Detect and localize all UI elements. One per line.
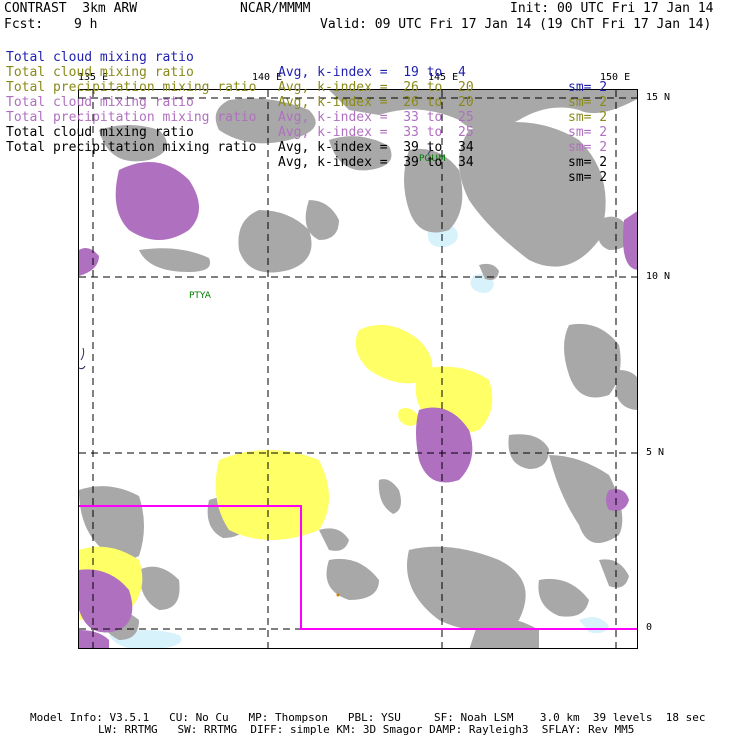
legend-avg: Avg, k-index = 33 to 25 [278, 110, 474, 125]
lon-label: 150 E [600, 72, 631, 83]
legend-avg: Avg, k-index = 26 to 20 [278, 95, 474, 110]
cloud-patch [606, 489, 629, 511]
legend-sm: sm= 2 [568, 140, 608, 155]
legend-avg: Avg, k-index = 39 to 34 [278, 140, 474, 155]
legend-row: Total precipitation mixing ratio Avg, k-… [6, 125, 607, 200]
fcst-value: 9 h [74, 17, 98, 32]
legend-field: Total precipitation mixing ratio [6, 80, 257, 95]
cloud-patch [79, 486, 144, 560]
cloud-patch [329, 136, 392, 171]
legend-sm: sm= 2 [568, 170, 608, 185]
station-label: PGUM [419, 154, 446, 164]
lon-label: 140 E [252, 72, 283, 83]
legend-sm: sm= 2 [568, 155, 608, 170]
nested-domain-box [79, 505, 637, 630]
cloud-patch [549, 455, 623, 543]
legend-row: Total precipitation mixing ratio Avg, k-… [6, 65, 607, 140]
legend: Total cloud mixing ratio Avg, k-index = … [0, 35, 740, 185]
legend-field: Total precipitation mixing ratio [6, 110, 257, 125]
legend-sm: sm= 2 [568, 80, 608, 95]
legend-sm: sm= 2 [568, 95, 608, 110]
precip-patch [215, 450, 329, 540]
cloud-patch [238, 210, 312, 273]
legend-field: Total cloud mixing ratio [6, 50, 194, 65]
fcst-label: Fcst: [4, 17, 44, 32]
cloud-patch [79, 630, 109, 648]
cloud-patch [215, 98, 316, 144]
legend-row: Total cloud mixing ratio Avg, k-index = … [6, 80, 607, 155]
cloud-patch [538, 578, 589, 617]
legend-row: Total precipitation mixing ratio Avg, k-… [6, 95, 607, 170]
legend-field: Total cloud mixing ratio [6, 65, 194, 80]
lon-label: 135 E [78, 72, 109, 83]
cloud-patch [597, 216, 630, 250]
legend-avg: Avg, k-index = 19 to 4 [278, 65, 466, 80]
cloud-patch [319, 528, 349, 551]
lat-label: 5 N [646, 447, 665, 458]
init-time: Init: 00 UTC Fri 17 Jan 14 [510, 1, 714, 16]
legend-sm: sm= 2 [568, 110, 608, 125]
purple-cloud-layer [79, 162, 637, 648]
legend-row: Total cloud mixing ratio Avg, k-index = … [6, 35, 607, 110]
cloud-patch [479, 263, 499, 280]
legend-avg: Avg, k-index = 26 to 20 [278, 80, 474, 95]
legend-avg: Avg, k-index = 39 to 34 [278, 155, 474, 170]
cloud-patch [139, 248, 211, 272]
cloud-patch [469, 617, 539, 648]
cloud-patch [378, 479, 401, 514]
legend-sm: sm= 2 [568, 125, 608, 140]
legend-row: Total cloud mixing ratio Avg, k-index = … [6, 110, 607, 185]
lon-label: 145 E [428, 72, 459, 83]
map-canvas [79, 90, 637, 648]
cloud-patch [416, 407, 473, 483]
model-info-line2: LW: RRTMG SW: RRTMG DIFF: simple KM: 3D … [98, 723, 635, 736]
cloud-patch [79, 569, 133, 633]
coastline-icon [427, 145, 432, 155]
valid-time: Valid: 09 UTC Fri 17 Jan 14 (19 ChT Fri … [320, 17, 712, 32]
gray-cloud-layer [79, 90, 637, 648]
cloud-patch [139, 566, 180, 610]
cloud-patch [615, 370, 637, 410]
lat-label: 0 [646, 622, 653, 633]
cloud-patch [407, 546, 526, 630]
coastline-icon [79, 347, 86, 370]
map-panel: PGUM PTYA [78, 89, 638, 649]
product-title: CONTRAST 3km ARW [4, 1, 138, 16]
precip-patch [355, 324, 433, 384]
cloud-patch [459, 122, 606, 267]
cloud-patch [79, 248, 99, 276]
center-name: NCAR/MMMM [240, 1, 311, 16]
cloud-patch [404, 148, 463, 233]
legend-field: Total cloud mixing ratio [6, 125, 194, 140]
cloud-patch [564, 323, 621, 398]
legend-row: Total cloud mixing ratio Avg, k-index = … [6, 50, 607, 125]
precip-patch [398, 408, 419, 426]
lat-label: 10 N [646, 271, 671, 282]
legend-field: Total precipitation mixing ratio [6, 140, 257, 155]
legend-field: Total cloud mixing ratio [6, 95, 194, 110]
model-info-line1: Model Info: V3.5.1 CU: No Cu MP: Thompso… [30, 711, 706, 724]
station-label: PTYA [189, 291, 211, 301]
cloud-patch [305, 200, 339, 240]
lat-label: 15 N [646, 92, 671, 103]
cloud-patch [79, 90, 637, 130]
cloud-patch [115, 162, 199, 240]
cloud-patch [599, 559, 629, 588]
cloud-patch [508, 434, 549, 469]
cloud-patch [99, 125, 167, 162]
cloud-patch [623, 211, 637, 270]
cloud-patch [326, 558, 379, 600]
legend-avg: Avg, k-index = 33 to 25 [278, 125, 474, 140]
cloud-patch [579, 617, 609, 634]
marker-dot [336, 593, 340, 597]
